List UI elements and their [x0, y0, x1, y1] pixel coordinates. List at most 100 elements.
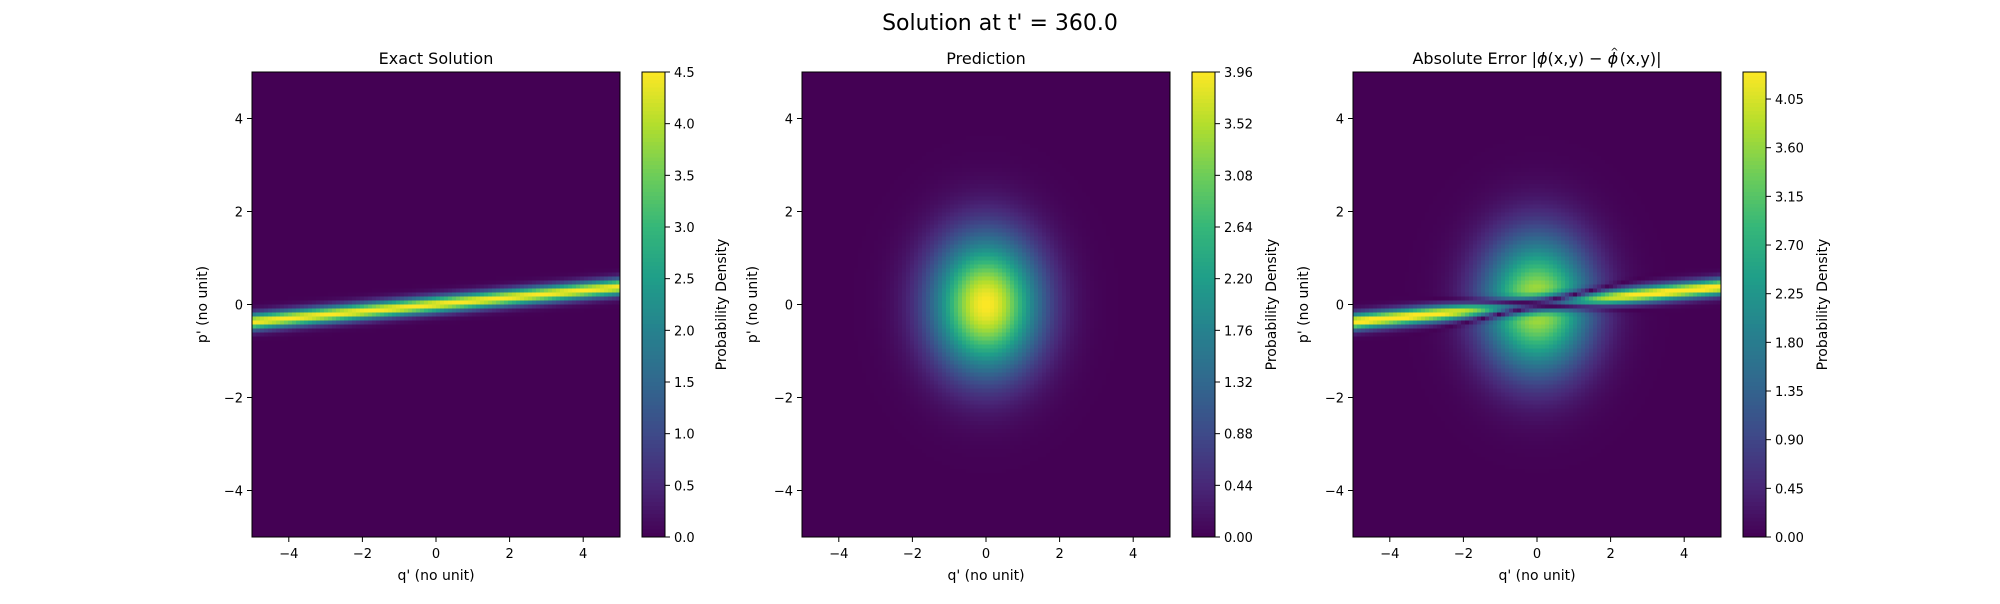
- heatmap-cell: [324, 272, 329, 278]
- heatmap-cell: [308, 244, 313, 249]
- heatmap-cell: [532, 160, 537, 165]
- heatmap-cell: [552, 100, 557, 105]
- heatmap-cell: [280, 272, 285, 278]
- heatmap-cell: [388, 116, 393, 121]
- heatmap-cell: [344, 88, 349, 93]
- heatmap-cell: [500, 244, 505, 249]
- heatmap-cell: [560, 88, 565, 93]
- heatmap-cell: [492, 204, 497, 209]
- heatmap-cell: [572, 216, 577, 221]
- heatmap-cell: [572, 188, 577, 193]
- heatmap-cell: [568, 244, 573, 249]
- heatmap-cell: [508, 216, 513, 221]
- heatmap-cell: [388, 84, 393, 89]
- heatmap-cell: [352, 216, 357, 221]
- heatmap-cell: [276, 144, 281, 149]
- heatmap-cell: [468, 256, 473, 262]
- heatmap-cell: [380, 248, 385, 253]
- heatmap-cell: [456, 152, 461, 157]
- heatmap-cell: [532, 112, 537, 117]
- heatmap-cell: [256, 180, 261, 185]
- heatmap-cell: [324, 224, 329, 229]
- heatmap-cell: [312, 272, 317, 278]
- heatmap-cell: [548, 264, 553, 270]
- heatmap-cell: [492, 184, 497, 189]
- heatmap-cell: [460, 192, 465, 197]
- heatmap-cell: [576, 176, 581, 181]
- heatmap-cell: [404, 248, 409, 253]
- heatmap-cell: [320, 92, 325, 97]
- heatmap-cell: [372, 284, 377, 290]
- heatmap-cell: [392, 280, 397, 286]
- heatmap-cell: [600, 212, 605, 217]
- heatmap-cell: [516, 232, 521, 237]
- heatmap-cell: [356, 256, 361, 262]
- heatmap-cell: [468, 104, 473, 109]
- heatmap-cell: [428, 84, 433, 89]
- heatmap-cell: [260, 164, 265, 169]
- heatmap-cell: [496, 96, 501, 101]
- heatmap-cell: [500, 124, 505, 129]
- heatmap-cell: [564, 148, 569, 153]
- heatmap-cell: [596, 144, 601, 149]
- heatmap-cell: [276, 180, 281, 185]
- heatmap-cell: [504, 92, 509, 97]
- heatmap-cell: [544, 248, 549, 253]
- heatmap-cell: [612, 248, 617, 253]
- heatmap-cell: [596, 204, 601, 209]
- heatmap-cell: [444, 128, 449, 133]
- heatmap-cell: [400, 268, 405, 274]
- heatmap-cell: [284, 232, 289, 237]
- heatmap-cell: [592, 192, 597, 197]
- heatmap-cell: [264, 268, 269, 274]
- heatmap-cell: [616, 100, 621, 105]
- heatmap-cell: [268, 232, 273, 237]
- heatmap-cell: [592, 284, 597, 290]
- heatmap-cell: [536, 84, 541, 89]
- heatmap-cell: [420, 236, 425, 241]
- heatmap-cell: [372, 132, 377, 137]
- heatmap-cell: [412, 240, 417, 245]
- heatmap-cell: [308, 156, 313, 161]
- heatmap-cell: [612, 140, 617, 145]
- heatmap-cell: [324, 228, 329, 233]
- heatmap-cell: [524, 264, 529, 270]
- heatmap-cell: [260, 120, 265, 125]
- heatmap-cell: [472, 216, 477, 221]
- heatmap-cell: [556, 148, 561, 153]
- heatmap-cell: [436, 208, 441, 213]
- heatmap-cell: [376, 248, 381, 253]
- heatmap-cell: [268, 156, 273, 161]
- heatmap-cell: [540, 144, 545, 149]
- heatmap-cell: [324, 92, 329, 97]
- heatmap-cell: [540, 120, 545, 125]
- heatmap-cell: [324, 188, 329, 193]
- heatmap-cell: [476, 252, 481, 257]
- heatmap-cell: [536, 140, 541, 145]
- heatmap-cell: [544, 264, 549, 270]
- heatmap-cell: [304, 240, 309, 245]
- heatmap-cell: [612, 136, 617, 141]
- heatmap-cell: [280, 108, 285, 113]
- heatmap-cell: [320, 156, 325, 161]
- heatmap-cell: [384, 132, 389, 137]
- heatmap-cell: [368, 136, 373, 141]
- heatmap-cell: [464, 192, 469, 197]
- heatmap-cell: [388, 136, 393, 141]
- heatmap-cell: [592, 272, 597, 278]
- heatmap-cell: [296, 84, 301, 89]
- heatmap-cell: [480, 152, 485, 157]
- heatmap-cell: [492, 200, 497, 205]
- heatmap-cell: [276, 84, 281, 89]
- heatmap-cell: [360, 196, 365, 201]
- heatmap-cell: [360, 76, 365, 81]
- heatmap-cell: [536, 212, 541, 217]
- heatmap-cell: [416, 112, 421, 117]
- heatmap-cell: [528, 172, 533, 177]
- heatmap-cell: [396, 264, 401, 270]
- heatmap-cell: [544, 128, 549, 133]
- heatmap-cell: [256, 184, 261, 189]
- heatmap-cell: [504, 132, 509, 137]
- heatmap-cell: [556, 200, 561, 205]
- heatmap-cell: [504, 284, 509, 290]
